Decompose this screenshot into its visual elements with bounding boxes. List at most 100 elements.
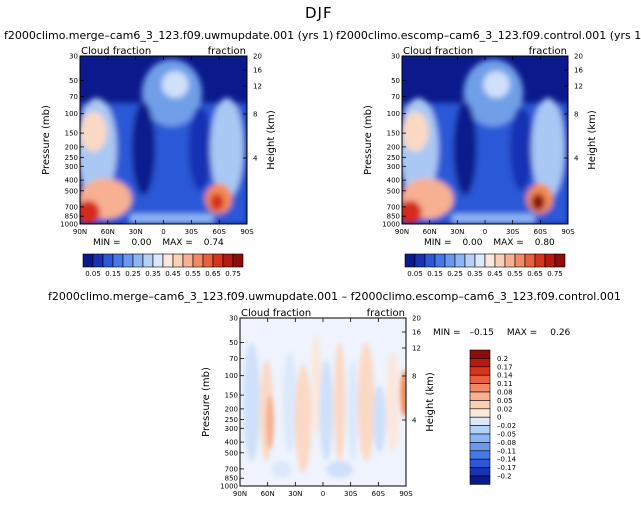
panel2-ylabel: Pressure (mb) bbox=[363, 105, 374, 175]
colorbar1-swatch bbox=[142, 253, 154, 268]
panel2-max-label: MAX = bbox=[493, 238, 524, 248]
panel3-diff-blob bbox=[386, 351, 400, 453]
colorbar1-swatch bbox=[132, 253, 144, 268]
colorbar2-swatch bbox=[484, 253, 496, 268]
colorbar2-swatch bbox=[414, 253, 426, 268]
panel3-ytick-label: 850 bbox=[225, 475, 238, 483]
panel2-stats: MIN = 0.00 MAX = 0.80 bbox=[424, 238, 555, 248]
colorbar3-swatch bbox=[469, 374, 491, 384]
panel3-ytick-label: 700 bbox=[225, 465, 238, 473]
panel1-ytick-label: 100 bbox=[65, 110, 78, 118]
colorbar3-label: 0.14 bbox=[497, 372, 513, 380]
panel2-sh-column bbox=[531, 97, 565, 199]
panel2-y2tick-label: 8 bbox=[574, 111, 578, 119]
panel2-ytick-label: 500 bbox=[387, 187, 400, 195]
panel2-right-label: fraction bbox=[529, 46, 567, 57]
panel1-nh-max bbox=[80, 200, 101, 224]
panel3-xtick-label: 60S bbox=[372, 490, 386, 498]
panel3-diff-blob bbox=[311, 334, 322, 436]
panel3-min-value: –0.15 bbox=[469, 328, 494, 338]
panel2-tropical-peak bbox=[483, 71, 510, 98]
panel1-max-label: MAX = bbox=[162, 238, 193, 248]
colorbar2-swatch bbox=[514, 253, 526, 268]
panel2-tropical-surface bbox=[451, 213, 535, 224]
colorbar3-label: –0.2 bbox=[497, 473, 512, 481]
panel1-max-value: 0.74 bbox=[203, 238, 224, 248]
panel1-stats: MIN = 0.00 MAX = 0.74 bbox=[93, 238, 224, 248]
panel3-y2tick-label: 4 bbox=[412, 417, 417, 425]
panel1-xtick-label: 30N bbox=[129, 228, 143, 236]
panel2-ytick-label: 850 bbox=[387, 213, 400, 221]
colorbar3-swatch bbox=[469, 467, 491, 477]
colorbar3-label: –0.14 bbox=[497, 456, 517, 464]
colorbar3-label: 0.08 bbox=[497, 389, 513, 397]
colorbar2-label: 0.75 bbox=[547, 270, 563, 278]
colorbar2-swatch bbox=[424, 253, 436, 268]
panel2-y2tick-label: 16 bbox=[574, 67, 583, 75]
colorbar3-label: 0 bbox=[497, 414, 501, 422]
panel2-ytick-label: 100 bbox=[387, 110, 400, 118]
panel3-diff-blob bbox=[400, 370, 406, 418]
colorbar2-swatch bbox=[554, 253, 566, 268]
panel2-min-value: 0.00 bbox=[462, 238, 483, 248]
panel1-y2tick-label: 12 bbox=[253, 83, 262, 91]
panel2-left-label: Cloud fraction bbox=[403, 46, 473, 57]
colorbar3-swatch bbox=[469, 450, 491, 460]
colorbar1-swatch bbox=[232, 253, 244, 268]
panel3-shading bbox=[243, 334, 406, 478]
panel1-ytick-label: 500 bbox=[65, 187, 78, 195]
colorbar1-swatch bbox=[112, 253, 124, 268]
colorbar3-swatch bbox=[469, 442, 491, 452]
panel1-ytick-label: 70 bbox=[69, 93, 78, 101]
panel2-dry-nh bbox=[453, 101, 477, 196]
panel3-ytick-label: 70 bbox=[229, 355, 238, 363]
colorbar3-label: 0.11 bbox=[497, 380, 513, 388]
colorbar3-swatch bbox=[469, 433, 491, 443]
panel3-diff-blob bbox=[326, 460, 353, 478]
panel3-diff-blob bbox=[357, 343, 375, 461]
panel2-y2label: Height (km) bbox=[587, 110, 598, 170]
panel3-ytick-label: 500 bbox=[225, 449, 238, 457]
panel3-ytick-label: 250 bbox=[225, 416, 238, 424]
colorbar1-swatch bbox=[152, 253, 164, 268]
panel1-ytick-label: 300 bbox=[65, 163, 78, 171]
colorbar1-swatch bbox=[212, 253, 224, 268]
panel2-ytick-label: 300 bbox=[387, 163, 400, 171]
panel1-sh-column bbox=[210, 97, 244, 199]
panel2-xtick-label: 0 bbox=[483, 228, 487, 236]
panel2-sh-max bbox=[531, 193, 545, 211]
panel2-ytick-label: 30 bbox=[391, 53, 400, 61]
panel1-y2tick-label: 16 bbox=[253, 67, 262, 75]
panel3-xtick-label: 90S bbox=[399, 490, 413, 498]
panel1-ytick-label: 30 bbox=[69, 53, 78, 61]
panel1-ytick-label: 700 bbox=[65, 203, 78, 211]
panel1-sh-max bbox=[210, 193, 224, 211]
colorbar1-label: 0.05 bbox=[85, 270, 101, 278]
colorbar3-swatch bbox=[469, 408, 491, 418]
panel2-ytick-label: 250 bbox=[387, 154, 400, 162]
panel1-tropical-peak bbox=[161, 71, 189, 98]
colorbar1-label: 0.65 bbox=[205, 270, 221, 278]
colorbar2-swatch bbox=[464, 253, 476, 268]
colorbar3-swatch bbox=[469, 349, 491, 359]
panel2-ytick-label: 70 bbox=[391, 93, 400, 101]
panel3-right-label: fraction bbox=[367, 308, 405, 319]
colorbar1-swatch bbox=[192, 253, 204, 268]
panel3-diff-blob bbox=[243, 343, 260, 461]
colorbar2-swatch bbox=[534, 253, 546, 268]
panel1-field bbox=[80, 56, 247, 224]
panel3-xtick-label: 30N bbox=[288, 490, 302, 498]
colorbar2-swatch bbox=[494, 253, 506, 268]
colorbar2-label: 0.65 bbox=[527, 270, 543, 278]
panel3-ytick-label: 400 bbox=[225, 439, 238, 447]
colorbar1-label: 0.35 bbox=[145, 270, 161, 278]
panel3-ytick-label: 300 bbox=[225, 425, 238, 433]
panel1-y2tick-label: 20 bbox=[253, 53, 262, 61]
panel2-field bbox=[402, 56, 568, 224]
panel3-diff-blob bbox=[333, 343, 346, 461]
panel1-ylabel: Pressure (mb) bbox=[41, 105, 52, 175]
colorbar1-swatch bbox=[122, 253, 134, 268]
panel3-ytick-label: 150 bbox=[225, 392, 238, 400]
colorbar3-swatch bbox=[469, 366, 491, 376]
